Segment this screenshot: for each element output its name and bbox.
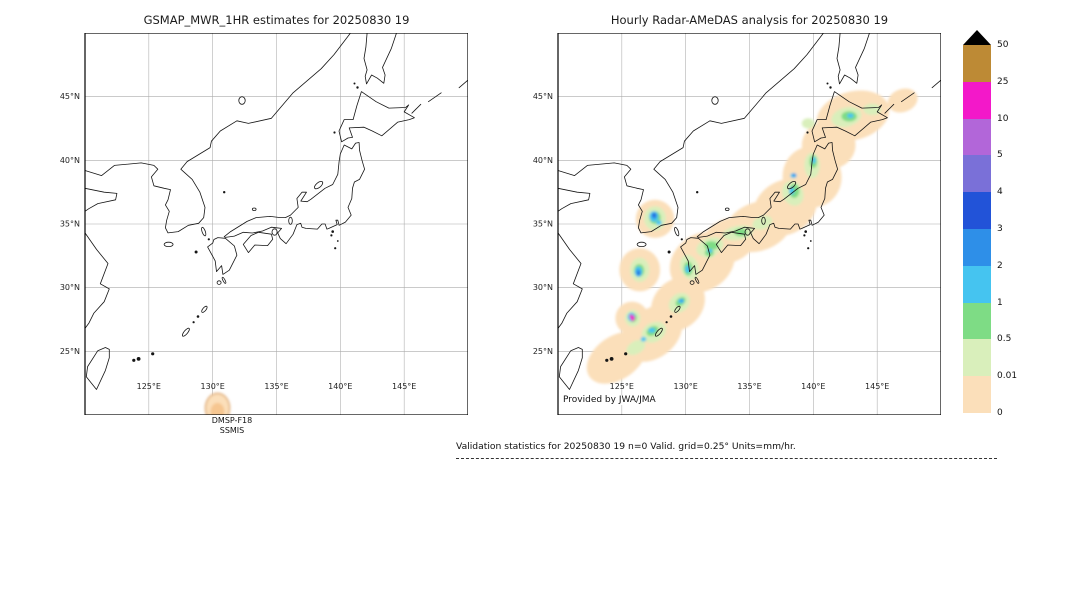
lat-tick-label: 25°N [60, 347, 80, 356]
colorbar-tick-label: 0.01 [997, 371, 1018, 382]
colorbar-overflow-arrow [963, 30, 991, 45]
sensor-note: DMSP-F18 SSMIS [162, 416, 302, 435]
precip-blob [863, 103, 881, 116]
map-gsmap: 125°E 130°E 135°E 140°E 145°E 45°N 40°N 35°N 30°… [60, 33, 468, 415]
precip-layer [586, 88, 918, 384]
blobs-group [204, 392, 231, 415]
colorbar-segment [963, 81, 991, 119]
precip-layer [204, 392, 231, 415]
colorbar-segment [963, 302, 991, 340]
sensor-name: DMSP-F18 [211, 416, 253, 425]
lat-tick-label: 30°N [533, 283, 553, 292]
precip-blob [680, 299, 684, 303]
overflow-triangle [963, 30, 991, 45]
colorbar: 50 25 10 5 4 3 2 1 0.5 0.01 0 [961, 30, 1071, 430]
colorbar-tick-label: 25 [997, 76, 1009, 87]
lon-tick-label: 140°E [801, 382, 825, 391]
precip-blob [792, 173, 796, 177]
lon-tick-label: 130°E [201, 382, 225, 391]
validation-caption: Validation statistics for 20250830 19 n=… [456, 441, 997, 459]
colorbar-tick-label: 1 [997, 297, 1003, 308]
lon-tick-label: 125°E [610, 382, 634, 391]
map-frame [557, 33, 941, 415]
colorbar-segment [963, 228, 991, 266]
gridlines-layer [85, 33, 468, 415]
colorbar-tick-label: 0.5 [997, 334, 1012, 345]
precip-blob [640, 336, 647, 342]
caption-text: Validation statistics for 20250830 19 n=… [456, 441, 796, 452]
lat-tick-label: 45°N [533, 92, 553, 101]
lat-tick-label: 40°N [533, 156, 553, 165]
lon-tick-label: 135°E [737, 382, 761, 391]
colorbar-segment [963, 265, 991, 303]
radar-credit: Provided by JWA/JMA [560, 395, 659, 405]
precip-blob [626, 339, 646, 356]
lat-tick-label: 30°N [60, 283, 80, 292]
left-panel-title: GSMAP_MWR_1HR estimates for 20250830 19 [143, 13, 410, 27]
colorbar-segment [963, 375, 991, 413]
lon-tick-label: 140°E [328, 382, 352, 391]
precip-blob [847, 113, 854, 119]
lat-tick-label: 35°N [533, 220, 553, 229]
lon-tick-label: 125°E [137, 382, 161, 391]
colorbar-segment [963, 118, 991, 156]
lat-tick-label: 35°N [60, 220, 80, 229]
colorbar-segment [963, 44, 991, 82]
lon-tick-label: 130°E [674, 382, 698, 391]
colorbar-tick-label: 3 [997, 224, 1003, 234]
colorbar-tick-label: 50 [997, 40, 1009, 50]
lon-tick-label: 145°E [392, 382, 416, 391]
colorbar-tick-label: 0 [997, 408, 1003, 418]
precip-blob [656, 220, 662, 226]
right-panel-title: Hourly Radar-AMeDAS analysis for 2025083… [610, 13, 889, 27]
sensor-instrument: SSMIS [219, 425, 245, 435]
lat-tick-label: 40°N [60, 156, 80, 165]
lon-tick-label: 135°E [264, 382, 288, 391]
colorbar-tick-label: 2 [997, 260, 1003, 271]
gridlines-layer [558, 33, 941, 415]
precip-blob [629, 314, 633, 318]
precip-blob [652, 213, 656, 217]
colorbar-labels: 50 25 10 5 4 3 2 1 0.5 0.01 0 [997, 40, 1057, 418]
colorbar-segment [963, 191, 991, 229]
lon-tick-label: 145°E [865, 382, 889, 391]
precip-blob [704, 241, 719, 251]
precip-blob [801, 118, 815, 129]
precip-blob [812, 157, 816, 164]
ticklabels-layer: 125°E 130°E 135°E 140°E 145°E 45°N 40°N 35°N 30°… [533, 92, 890, 391]
lat-tick-label: 25°N [533, 347, 553, 356]
precip-blob [752, 215, 773, 230]
colorbar-tick-label: 10 [997, 113, 1009, 124]
blobs-group [586, 88, 918, 384]
colorbar-tick-label: 4 [997, 187, 1003, 198]
colorbar-segment [963, 338, 991, 377]
colorbar-segments [963, 44, 991, 413]
precip-blob [648, 327, 656, 333]
colorbar-tick-label: 5 [997, 150, 1003, 161]
precip-blob [637, 272, 640, 276]
precip-blob [210, 402, 225, 415]
ticklabels-layer: 125°E 130°E 135°E 140°E 145°E 45°N 40°N 35°N 30°… [60, 92, 417, 391]
colorbar-segment [963, 154, 991, 193]
lat-tick-label: 45°N [60, 92, 80, 101]
map-radar: 125°E 130°E 135°E 140°E 145°E 45°N 40°N 35°N 30°… [533, 33, 941, 415]
map-frame [84, 33, 468, 415]
